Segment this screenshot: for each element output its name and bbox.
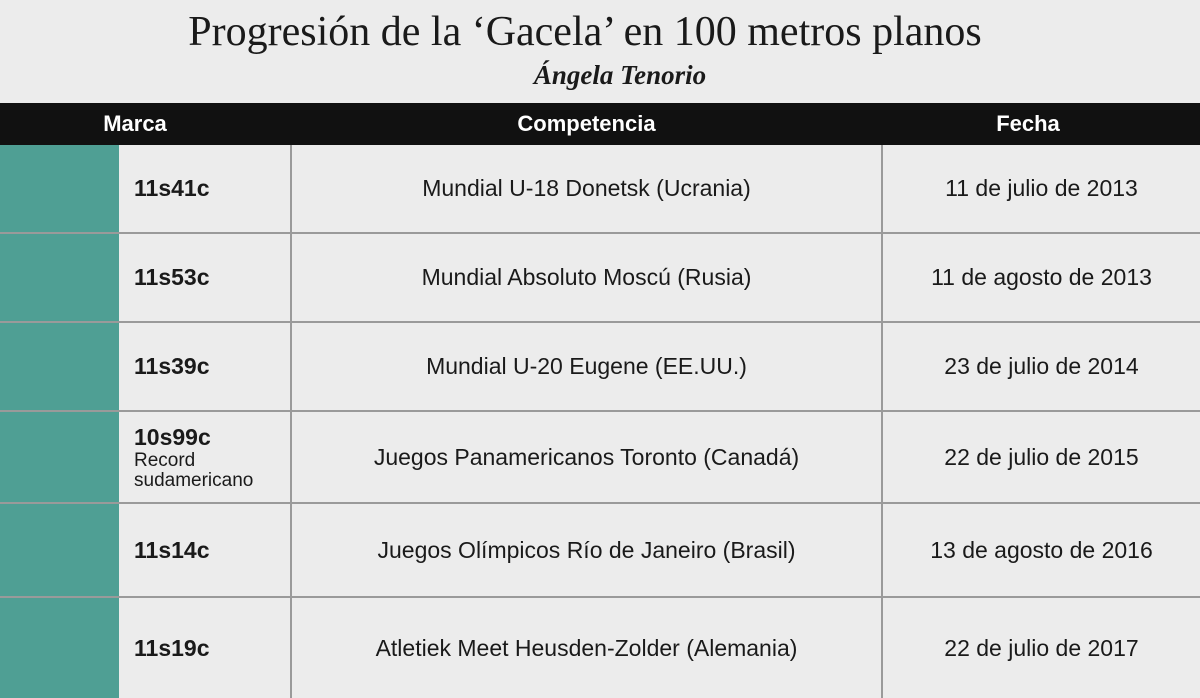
divider (881, 504, 883, 596)
divider (290, 598, 292, 698)
table-row: 11s19c Atletiek Meet Heusden-Zolder (Alem… (0, 598, 1200, 698)
divider (881, 412, 883, 502)
divider (881, 323, 883, 410)
subtitle: Ángela Tenorio (533, 60, 707, 90)
competition: Juegos Panamericanos Toronto (Canadá) (373, 443, 800, 470)
date: 13 de agosto de 2016 (930, 536, 1153, 563)
competition: Juegos Olímpicos Río de Janeiro (Brasil) (377, 536, 796, 563)
table-row: 11s14c Juegos Olímpicos Río de Janeiro (B… (0, 504, 1200, 598)
divider (881, 234, 883, 321)
divider (881, 145, 883, 232)
divider (290, 234, 292, 321)
date: 11 de agosto de 2013 (931, 264, 1152, 290)
column-header: Fecha (996, 111, 1060, 136)
row-marker (0, 145, 119, 232)
date: 11 de julio de 2013 (945, 175, 1138, 201)
table-row: 10s99c Record sudamericano Juegos Panameri… (0, 412, 1200, 504)
mark: 11s19c (134, 634, 210, 661)
row-marker (0, 234, 119, 321)
mark-note: Record sudamericano (134, 449, 254, 491)
column-header: Marca (103, 111, 167, 136)
mark-cell: 11s41c (134, 145, 290, 232)
mark-cell: 10s99c Record sudamericano (134, 412, 290, 502)
row-marker (0, 412, 119, 502)
title: Progresión de la ‘Gacela’ en 100 metros … (188, 9, 982, 55)
column-header: Competencia (517, 111, 656, 136)
divider (290, 323, 292, 410)
competition: Atletiek Meet Heusden-Zolder (Alemania) (375, 634, 798, 661)
date: 23 de julio de 2014 (944, 353, 1139, 379)
table-row: 11s53c Mundial Absoluto Moscú (Rusia) 11 d… (0, 234, 1200, 323)
row-marker (0, 504, 119, 596)
divider (881, 598, 883, 698)
mark: 11s39c (134, 353, 210, 379)
divider (290, 145, 292, 232)
table-row: 11s41c Mundial U-18 Donetsk (Ucrania) 11 d… (0, 145, 1200, 234)
mark: 11s14c (134, 536, 210, 563)
row-marker (0, 598, 119, 698)
row-marker (0, 323, 119, 410)
mark-cell: 11s19c (134, 598, 290, 698)
mark: 11s41c (134, 175, 210, 201)
table-header: Marca Competencia Fecha (0, 103, 1200, 145)
date: 22 de julio de 2015 (944, 443, 1139, 470)
date: 22 de julio de 2017 (944, 634, 1139, 661)
mark-cell: 11s53c (134, 234, 290, 321)
table-row: 11s39c Mundial U-20 Eugene (EE.UU.) 23 de … (0, 323, 1200, 412)
mark: 11s53c (134, 264, 210, 290)
competition: Mundial Absoluto Moscú (Rusia) (421, 264, 752, 290)
competition: Mundial U-18 Donetsk (Ucrania) (422, 175, 751, 201)
mark: 10s99c (134, 423, 211, 450)
divider (290, 504, 292, 596)
mark-cell: 11s14c (134, 504, 290, 596)
competition: Mundial U-20 Eugene (EE.UU.) (426, 353, 747, 379)
mark-cell: 11s39c (134, 323, 290, 410)
divider (290, 412, 292, 502)
